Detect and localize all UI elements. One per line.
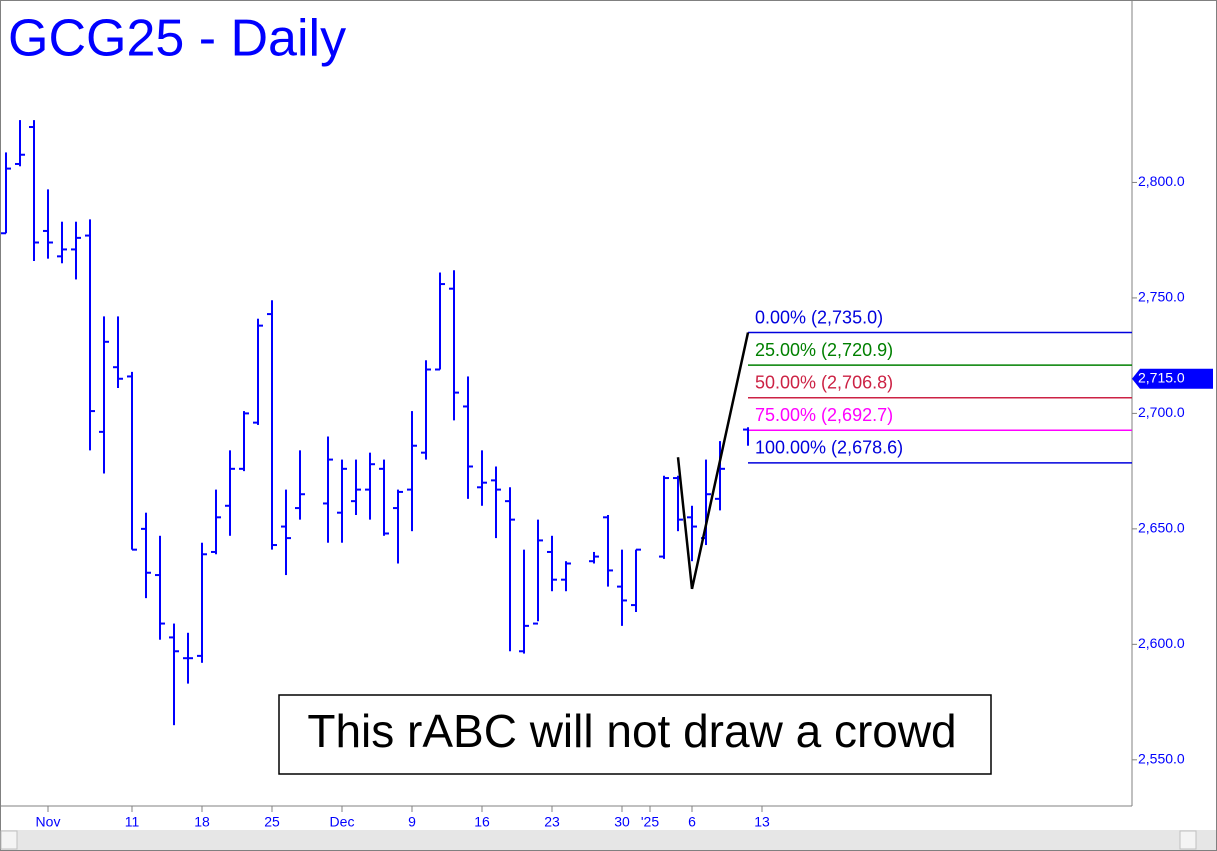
annotation-box [278, 694, 992, 775]
last-price-marker [1132, 368, 1213, 389]
bars [1, 120, 749, 726]
x-tick-label: 16 [474, 814, 490, 830]
chart-title: GCG25 - Daily [8, 10, 346, 68]
annotation: This rABC will not draw a crowd [307, 705, 956, 757]
x-tick-label: 6 [688, 814, 696, 830]
last-price-label: 2,715.0 [1138, 369, 1185, 385]
x-tick-label: 18 [194, 814, 210, 830]
x-tick-label: 11 [125, 814, 140, 830]
scroll-left[interactable] [0, 830, 18, 850]
pattern-line [676, 332, 750, 590]
x-tick-label: 23 [544, 814, 560, 830]
y-tick-label: 2,800.0 [1138, 173, 1185, 189]
level-label: 75.00% (2,692.7) [755, 405, 893, 425]
scroll-right[interactable] [1179, 830, 1197, 850]
scrollbar-track[interactable] [1, 830, 1216, 850]
y-tick-label: 2,650.0 [1138, 520, 1185, 536]
x-tick-label: 13 [754, 814, 770, 830]
x-tick-label: 9 [408, 814, 416, 830]
x-tick-label: '25 [641, 814, 659, 830]
scrollbar[interactable] [0, 830, 1216, 850]
x-tick-label: 30 [614, 814, 630, 830]
level-label: 0.00% (2,735.0) [755, 307, 883, 327]
level-label: 25.00% (2,720.9) [755, 340, 893, 360]
level-label: 100.00% (2,678.6) [755, 438, 903, 458]
y-tick-label: 2,600.0 [1138, 635, 1185, 651]
x-tick-label: Dec [330, 814, 355, 830]
y-tick-label: 2,750.0 [1138, 289, 1185, 305]
y-tick-label: 2,550.0 [1138, 751, 1185, 767]
x-tick-label: 25 [264, 814, 280, 830]
y-tick-label: 2,700.0 [1138, 404, 1185, 420]
level-label: 50.00% (2,706.8) [755, 372, 893, 392]
x-tick-label: Nov [36, 814, 61, 830]
